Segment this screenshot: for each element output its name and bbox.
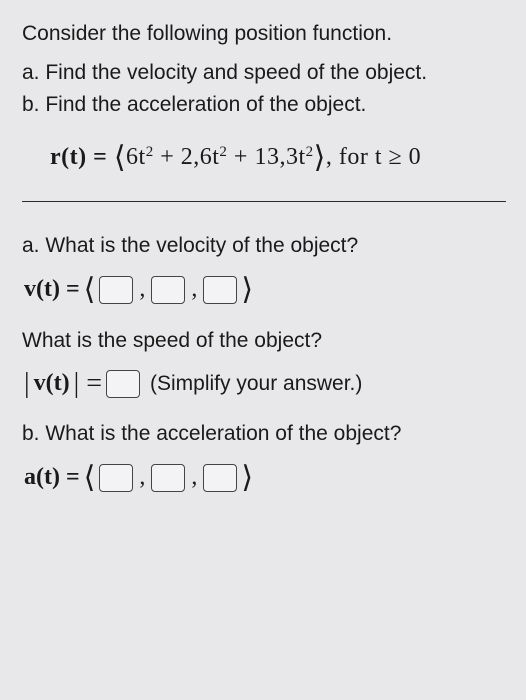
angle-left-icon: ⟨: [84, 460, 96, 495]
velocity-x-input[interactable]: [99, 276, 133, 304]
abs-bar-left: |: [24, 368, 30, 400]
term1-exp: 2: [146, 144, 154, 160]
velocity-answer-line: v(t) = ⟨ , , ⟩: [24, 272, 506, 307]
speed-lhs-mid: v(t): [34, 370, 70, 397]
term3-exp: 2: [306, 144, 314, 160]
speed-input[interactable]: [106, 370, 140, 398]
angle-left-icon: ⟨: [84, 272, 96, 307]
term3: 13,3t: [254, 144, 305, 170]
velocity-lhs: v(t) =: [24, 276, 80, 303]
comma: ,: [191, 276, 197, 303]
acceleration-question: b. What is the acceleration of the objec…: [22, 418, 506, 451]
velocity-question: a. What is the velocity of the object?: [22, 230, 506, 263]
problem-page: Consider the following position function…: [0, 0, 526, 700]
angle-right-icon: ⟩: [241, 460, 253, 495]
plus-1: +: [154, 144, 181, 170]
velocity-y-input[interactable]: [151, 276, 185, 304]
angle-right-icon: ⟩: [314, 141, 326, 174]
term1-coef: 6t: [126, 144, 146, 170]
term2: 2,6t: [181, 144, 220, 170]
comma: ,: [139, 276, 145, 303]
angle-left-icon: ⟨: [114, 141, 126, 174]
position-function-formula: r(t) = ⟨6t2 + 2,6t2 + 13,3t2⟩, for t ≥ 0: [22, 140, 506, 175]
accel-z-input[interactable]: [203, 464, 237, 492]
parts-list: a. Find the velocity and speed of the ob…: [22, 57, 506, 122]
accel-x-input[interactable]: [99, 464, 133, 492]
acceleration-answer-line: a(t) = ⟨ , , ⟩: [24, 460, 506, 495]
comma: ,: [191, 464, 197, 491]
section-divider: [22, 201, 506, 202]
angle-right-icon: ⟩: [241, 272, 253, 307]
part-b-text: b. Find the acceleration of the object.: [22, 89, 506, 122]
abs-bar-right-eq: | =: [74, 368, 102, 400]
accel-lhs: a(t) =: [24, 464, 80, 491]
comma: ,: [139, 464, 145, 491]
domain-text: , for t ≥ 0: [326, 144, 421, 170]
part-a-text: a. Find the velocity and speed of the ob…: [22, 57, 506, 90]
velocity-z-input[interactable]: [203, 276, 237, 304]
plus-2: +: [227, 144, 254, 170]
term2-exp: 2: [219, 144, 227, 160]
speed-question: What is the speed of the object?: [22, 325, 506, 358]
simplify-note: (Simplify your answer.): [150, 372, 362, 396]
speed-answer-line: | v(t) | = (Simplify your answer.): [24, 368, 506, 400]
formula-lhs: r(t) =: [50, 144, 107, 170]
intro-text: Consider the following position function…: [22, 18, 506, 51]
section-a: a. What is the velocity of the object? v…: [22, 230, 506, 496]
accel-y-input[interactable]: [151, 464, 185, 492]
